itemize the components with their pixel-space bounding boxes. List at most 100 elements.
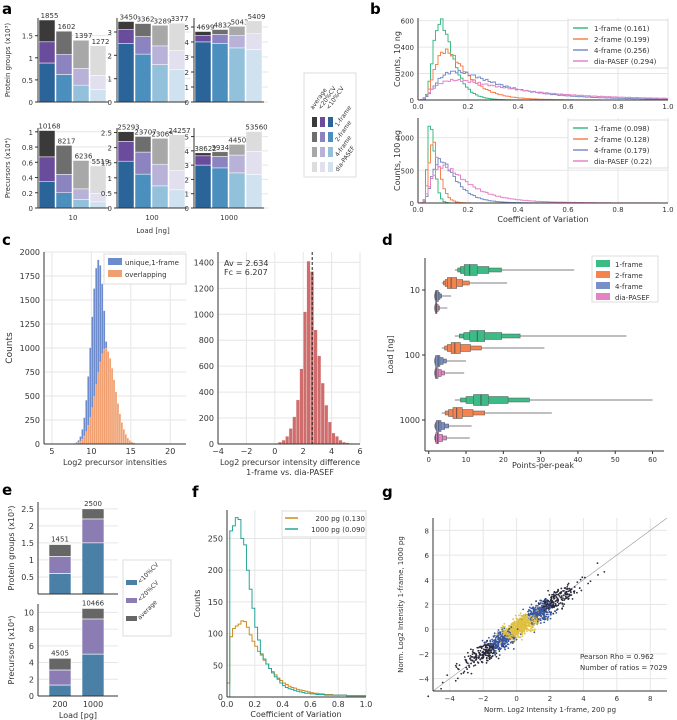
b-ytick-label: 0	[410, 200, 414, 208]
g-scatter-point	[521, 628, 524, 631]
g-scatter-point	[510, 624, 513, 627]
g-scatter-point	[512, 622, 514, 625]
f-ytick-label: 0	[218, 693, 223, 702]
e-ytick-label: 6	[29, 642, 34, 651]
b-xtick-label: 0.8	[612, 206, 623, 214]
c1-hist-bar	[89, 417, 92, 445]
a-bar-cv20	[134, 36, 152, 55]
e-bar-cv20	[48, 556, 72, 574]
g-scatter-point	[523, 632, 526, 635]
a-bar-cv20	[168, 170, 186, 191]
c1-hist-bar	[118, 413, 122, 445]
g-scatter-point	[491, 654, 494, 657]
g-scatter-point	[515, 638, 518, 641]
g-scatter-points	[427, 562, 606, 698]
g-scatter-point	[495, 636, 498, 638]
g-scatter-point	[486, 650, 488, 653]
a-ylabel: Precursors (x10⁴)	[4, 138, 12, 199]
g-annotation: Number of ratios = 7029	[580, 664, 667, 672]
g-scatter-point	[494, 643, 497, 646]
c1-hist-bar	[87, 425, 90, 445]
g-scatter-point	[573, 590, 576, 593]
g-scatter-point	[528, 606, 531, 609]
g-scatter-point	[500, 639, 503, 642]
f-ytick-label: 200	[208, 566, 223, 575]
d-xlabel: Points-per-peak	[512, 461, 574, 470]
f-xtick-label: 0.4	[276, 700, 289, 709]
c1-hist-bar	[101, 353, 104, 445]
a-bar-cv10	[134, 173, 152, 209]
c1-xtick-label: 10	[86, 447, 96, 456]
g-scatter-point	[544, 609, 547, 612]
d-ytick-label: 100	[405, 351, 420, 360]
g-scatter-point	[533, 628, 536, 631]
a-ytick-label: 2.5	[101, 130, 112, 138]
g-scatter-point	[500, 626, 502, 629]
g-scatter-point	[486, 649, 489, 652]
g-scatter-point	[534, 606, 537, 609]
g-scatter-point	[503, 646, 506, 649]
a-bar-cv10	[211, 167, 229, 209]
g-scatter-point	[581, 576, 584, 579]
a-legend-swatch	[312, 117, 317, 127]
d-legend-label: 1-frame	[615, 261, 643, 269]
a-xlabel: Load [ng]	[136, 227, 170, 235]
a-bar-average	[55, 30, 73, 55]
d-ytick-label: 10	[410, 286, 420, 295]
g-scatter-point	[498, 654, 501, 656]
g-scatter-point	[531, 624, 534, 627]
b-series-line	[417, 78, 668, 101]
c1-hist-bar	[126, 437, 129, 445]
g-scatter-point	[533, 631, 536, 634]
a-ylabel: Protein groups (x10³)	[4, 23, 12, 98]
b-xtick-label: 0.6	[562, 206, 574, 214]
g-scatter-point	[510, 638, 513, 640]
g-scatter-point	[564, 595, 567, 598]
c2-hist-bar	[317, 355, 322, 445]
c2-hist-bar	[320, 382, 325, 445]
g-scatter-point	[565, 588, 568, 590]
e-ytick-label: 10	[24, 608, 34, 617]
g-scatter-point	[576, 581, 579, 584]
g-scatter-point	[474, 652, 477, 655]
g-scatter-point	[573, 592, 576, 594]
c1-hist-bar	[103, 348, 106, 445]
g-scatter-point	[481, 661, 484, 664]
a-ytick-label: 0.4	[22, 175, 34, 183]
a-bar-average	[38, 19, 56, 43]
g-scatter-point	[497, 647, 500, 650]
e-xlabel: Load [pg]	[59, 711, 97, 720]
c2-hist-bar	[327, 421, 332, 445]
g-scatter-point	[530, 613, 533, 616]
a-bar-total-label: 3377	[171, 15, 189, 23]
c2-ytick-label: 1400	[194, 258, 214, 267]
a-bar-cv10	[72, 199, 90, 209]
g-scatter-point	[510, 626, 513, 629]
g-scatter-point	[568, 594, 571, 597]
g-scatter-point	[509, 641, 512, 644]
g-scatter-point	[567, 590, 570, 593]
g-scatter-point	[553, 597, 556, 600]
g-scatter-point	[507, 636, 510, 639]
c2-annotation: Av = 2.634	[224, 259, 268, 268]
g-scatter-point	[528, 608, 530, 611]
a-ytick-label: 3	[185, 54, 189, 62]
e-ytick-label: 1	[29, 556, 34, 565]
g-scatter-point	[535, 619, 538, 622]
g-scatter-point	[560, 595, 563, 597]
a-bar-cv20	[168, 50, 186, 71]
c1-hist-bar	[124, 434, 127, 445]
d-boxen-box	[447, 277, 457, 289]
a-ytick-label: 0	[29, 99, 33, 107]
g-scatter-point	[500, 635, 503, 637]
g-scatter-point	[501, 626, 504, 629]
a-legend-swatch	[328, 132, 333, 142]
g-scatter-point	[490, 645, 493, 648]
d-boxen-box	[463, 264, 478, 276]
a-bar-average	[72, 160, 90, 190]
c2-ytick-label: 400	[199, 388, 214, 397]
g-scatter-point	[472, 649, 474, 651]
e-xtick-label: 200	[52, 700, 67, 709]
a-bar-total-label: 8217	[58, 137, 76, 145]
g-scatter-point	[531, 629, 534, 631]
